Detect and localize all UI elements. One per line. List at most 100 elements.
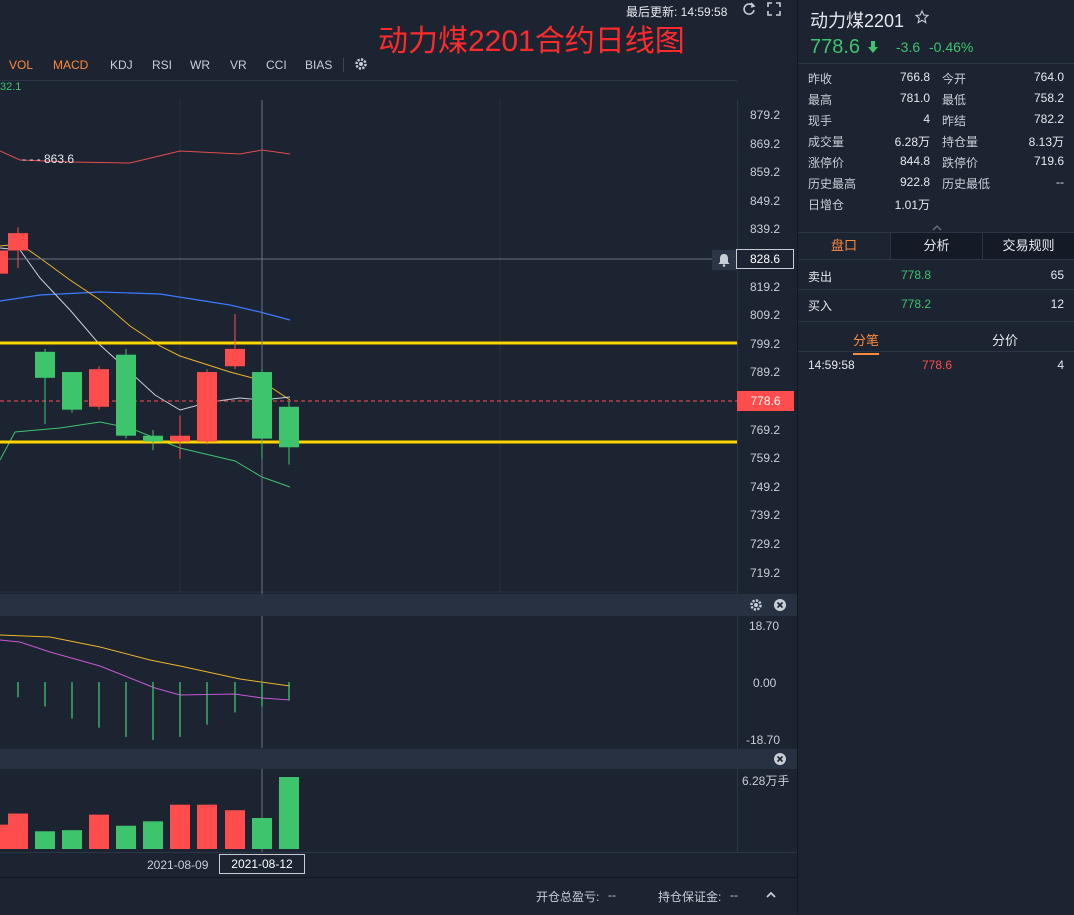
quote-label: 昨收 bbox=[808, 72, 833, 86]
instrument-title: 动力煤2201 bbox=[810, 11, 905, 31]
quote-value: 6.28万 bbox=[894, 135, 930, 149]
macd-dif-line bbox=[0, 634, 291, 687]
quote-value: 1.01万 bbox=[894, 198, 930, 212]
price-tick-label: 749.2 bbox=[750, 479, 781, 494]
tab-macd[interactable]: MACD bbox=[53, 58, 89, 72]
quote-label: 涨停价 bbox=[808, 156, 845, 170]
date-axis: 2021-08-09 2021-08-12 bbox=[0, 852, 797, 877]
volume-chart[interactable] bbox=[0, 769, 737, 852]
margin-label: 持仓保证金: bbox=[658, 890, 722, 904]
candle-body bbox=[116, 354, 136, 436]
candle-body bbox=[197, 372, 217, 442]
price-tick-label: 759.2 bbox=[750, 451, 781, 466]
alert-bell-icon[interactable] bbox=[712, 250, 736, 270]
ma-label: 32.1 bbox=[0, 81, 22, 93]
tab-order-book[interactable]: 盘口 bbox=[798, 233, 890, 259]
macd-chart[interactable] bbox=[0, 616, 737, 748]
price-tick-label: 769.2 bbox=[750, 422, 781, 437]
price-tick-label: 819.2 bbox=[750, 279, 781, 294]
date-crosshair-label: 2021-08-12 bbox=[219, 854, 305, 874]
separator bbox=[798, 289, 1074, 290]
tab-separator bbox=[343, 58, 344, 72]
quote-label: 历史最低 bbox=[942, 177, 991, 191]
volume-bar bbox=[116, 825, 136, 849]
separator bbox=[798, 63, 1074, 64]
pnl-label: 开仓总盈亏: bbox=[536, 890, 600, 904]
tab-price-volume[interactable]: 分价 bbox=[992, 333, 1019, 348]
margin-value: -- bbox=[730, 888, 738, 902]
tab-vol[interactable]: VOL bbox=[9, 58, 34, 72]
candle-body bbox=[35, 351, 55, 378]
star-icon[interactable] bbox=[914, 9, 930, 24]
chevron-up-icon[interactable] bbox=[764, 888, 778, 902]
macd-dea-line bbox=[0, 639, 291, 701]
sell-qty: 65 bbox=[1050, 268, 1064, 282]
volume-axis-top: 6.28万手 bbox=[742, 774, 790, 788]
price-tick-label: 739.2 bbox=[750, 508, 781, 523]
tab-cci[interactable]: CCI bbox=[266, 58, 287, 72]
quote-value: 758.2 bbox=[1033, 91, 1064, 105]
price-tick-label: 799.2 bbox=[750, 336, 781, 351]
volume-bar bbox=[8, 813, 28, 849]
tick-price: 778.6 bbox=[922, 358, 953, 372]
candle-body bbox=[62, 372, 82, 410]
volume-bar bbox=[197, 804, 217, 849]
price-change: -3.6 bbox=[896, 39, 921, 55]
sell-label: 卖出 bbox=[808, 270, 833, 284]
date-label: 2021-08-09 bbox=[147, 858, 209, 872]
quote-value: -- bbox=[1056, 175, 1064, 189]
ma5-line bbox=[0, 243, 291, 401]
macd-close-icon[interactable] bbox=[773, 598, 787, 612]
price-tick-label: 729.2 bbox=[750, 537, 781, 551]
candlestick-chart[interactable]: - - - 863.6 bbox=[0, 0, 737, 600]
quote-value: 782.2 bbox=[1033, 112, 1064, 126]
candle-body bbox=[279, 406, 299, 448]
tab-vr[interactable]: VR bbox=[230, 58, 247, 72]
macd-settings-icon[interactable] bbox=[749, 598, 763, 612]
price-tick-label: 879.2 bbox=[750, 108, 781, 122]
buy-qty: 12 bbox=[1050, 297, 1064, 311]
candle-body bbox=[0, 250, 8, 274]
fullscreen-icon[interactable] bbox=[767, 2, 781, 16]
volume-bar bbox=[143, 821, 163, 849]
price-tick-label: 839.2 bbox=[750, 222, 781, 237]
tab-trade-ticks[interactable]: 分笔 bbox=[853, 330, 880, 355]
settings-gear-icon[interactable] bbox=[354, 57, 368, 71]
tab-rsi[interactable]: RSI bbox=[152, 58, 173, 72]
quote-value: 719.6 bbox=[1033, 154, 1064, 168]
buy-price: 778.2 bbox=[901, 297, 932, 311]
tab-bias[interactable]: BIAS bbox=[305, 58, 333, 72]
macd-axis-top: 18.70 bbox=[749, 619, 780, 633]
collapse-chevron-icon[interactable] bbox=[932, 219, 942, 231]
volume-close-icon[interactable] bbox=[773, 752, 787, 766]
candle-body bbox=[170, 435, 190, 442]
tab-analysis[interactable]: 分析 bbox=[890, 233, 982, 259]
volume-header bbox=[0, 749, 797, 769]
macd-header bbox=[0, 594, 797, 616]
quote-label: 最高 bbox=[808, 93, 833, 107]
indicator-bar: VOL MACD KDJ RSI WR VR CCI BIAS bbox=[0, 50, 737, 81]
volume-bar bbox=[89, 814, 109, 849]
arrow-down-icon bbox=[866, 40, 880, 54]
quote-value: 844.8 bbox=[899, 154, 930, 168]
tick-time: 14:59:58 bbox=[808, 358, 855, 372]
quote-value: 781.0 bbox=[899, 91, 930, 105]
axis-border bbox=[737, 100, 738, 852]
volume-bar bbox=[35, 831, 55, 849]
tick-qty: 4 bbox=[1057, 358, 1064, 372]
price-change-pct: -0.46% bbox=[929, 39, 974, 55]
volume-bar bbox=[252, 817, 272, 849]
tab-kdj[interactable]: KDJ bbox=[110, 58, 133, 72]
refresh-icon[interactable] bbox=[742, 2, 756, 16]
quote-value: 764.0 bbox=[1033, 70, 1064, 84]
pnl-value: -- bbox=[608, 888, 616, 902]
quote-label: 现手 bbox=[808, 114, 833, 128]
buy-label: 买入 bbox=[808, 299, 833, 313]
quote-panel: 动力煤2201 778.6 -3.6 -0.46% 昨收 766.8 今开 764.0… bbox=[798, 0, 1074, 914]
price-tick-label: 719.2 bbox=[750, 565, 781, 580]
chart-area[interactable]: 动力煤2201合约日线图 最后更新: 14:59:58 VOL MACD KDJ… bbox=[0, 0, 797, 915]
candle-body bbox=[8, 233, 28, 251]
tab-trading-rules[interactable]: 交易规则 bbox=[982, 233, 1074, 259]
tab-wr[interactable]: WR bbox=[190, 58, 210, 72]
chart-title: 动力煤2201合约日线图 bbox=[378, 25, 685, 58]
